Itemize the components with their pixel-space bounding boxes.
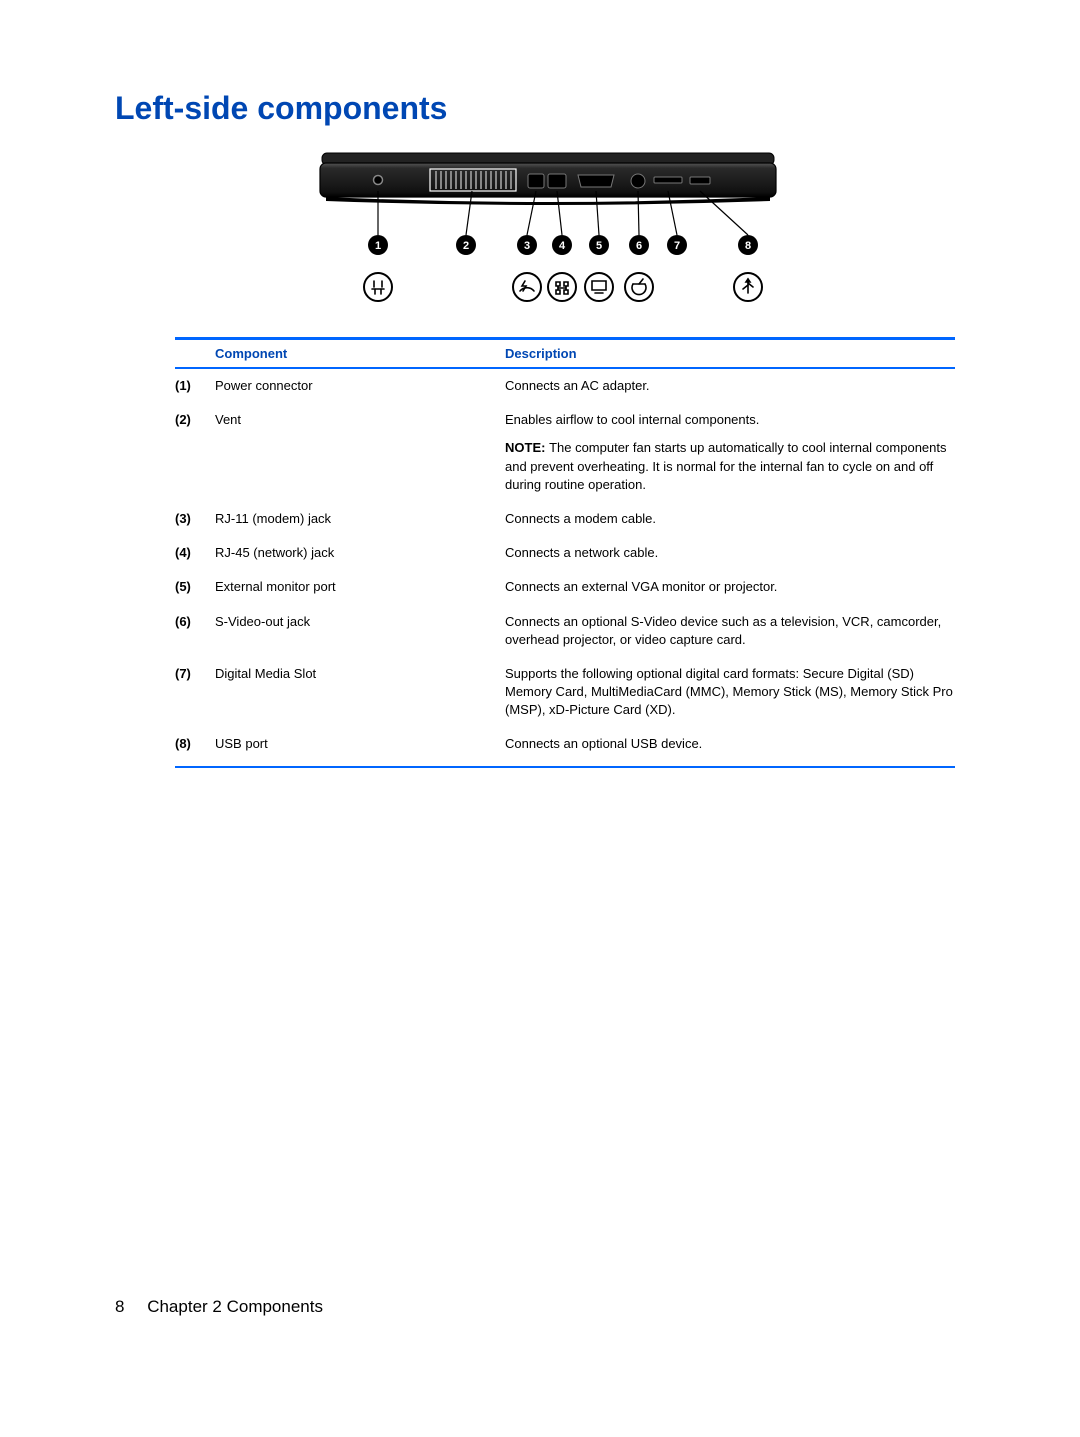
header-component: Component: [215, 346, 505, 361]
row-description: Connects an external VGA monitor or proj…: [505, 578, 955, 596]
svg-text:5: 5: [595, 240, 601, 252]
row-number: (5): [175, 578, 215, 596]
row-number: (2): [175, 411, 215, 494]
row-description: Connects a modem cable.: [505, 510, 955, 528]
row-component: Vent: [215, 411, 505, 494]
row-component: S-Video-out jack: [215, 613, 505, 649]
table-row: (2)VentEnables airflow to cool internal …: [175, 403, 955, 502]
svg-text:4: 4: [558, 240, 565, 252]
row-description: Connects a network cable.: [505, 544, 955, 562]
row-description: Enables airflow to cool internal compone…: [505, 411, 955, 494]
table-row: (5)External monitor portConnects an exte…: [175, 570, 955, 604]
row-description: Connects an AC adapter.: [505, 377, 955, 395]
row-number: (8): [175, 735, 215, 753]
table-row: (6)S-Video-out jackConnects an optional …: [175, 605, 955, 657]
table-row: (4)RJ-45 (network) jackConnects a networ…: [175, 536, 955, 570]
laptop-side-diagram: 1 2 3 4 5 6 7 8: [312, 147, 784, 319]
row-number: (6): [175, 613, 215, 649]
row-number: (1): [175, 377, 215, 395]
svg-text:3: 3: [523, 240, 529, 252]
svg-text:1: 1: [374, 240, 380, 252]
table-row: (1)Power connectorConnects an AC adapter…: [175, 369, 955, 403]
svg-text:6: 6: [635, 240, 641, 252]
chapter-label: Chapter 2 Components: [147, 1297, 323, 1316]
table-bottom-rule: [175, 766, 955, 768]
page-title: Left-side components: [115, 90, 980, 127]
svg-text:7: 7: [673, 240, 679, 252]
row-component: Power connector: [215, 377, 505, 395]
page-footer: 8 Chapter 2 Components: [115, 1297, 323, 1317]
table-row: (7)Digital Media SlotSupports the follow…: [175, 657, 955, 728]
table-header-row: Component Description: [175, 340, 955, 367]
row-description: Supports the following optional digital …: [505, 665, 955, 720]
row-component: Digital Media Slot: [215, 665, 505, 720]
row-number: (7): [175, 665, 215, 720]
page-number: 8: [115, 1297, 124, 1316]
row-note: NOTE: The computer fan starts up automat…: [505, 439, 955, 494]
row-number: (3): [175, 510, 215, 528]
row-description: Connects an optional USB device.: [505, 735, 955, 753]
header-description: Description: [505, 346, 955, 361]
diagram-container: 1 2 3 4 5 6 7 8: [115, 147, 980, 319]
row-number: (4): [175, 544, 215, 562]
table-row: (3)RJ-11 (modem) jackConnects a modem ca…: [175, 502, 955, 536]
components-table: Component Description (1)Power connector…: [175, 337, 955, 768]
svg-text:8: 8: [744, 240, 750, 252]
svg-text:2: 2: [462, 240, 468, 252]
table-row: (8)USB portConnects an optional USB devi…: [175, 727, 955, 761]
row-component: External monitor port: [215, 578, 505, 596]
row-component: RJ-45 (network) jack: [215, 544, 505, 562]
row-component: USB port: [215, 735, 505, 753]
row-description: Connects an optional S-Video device such…: [505, 613, 955, 649]
row-component: RJ-11 (modem) jack: [215, 510, 505, 528]
